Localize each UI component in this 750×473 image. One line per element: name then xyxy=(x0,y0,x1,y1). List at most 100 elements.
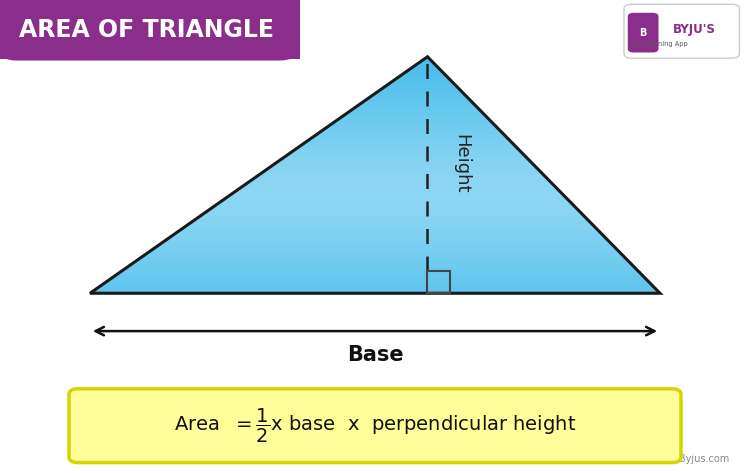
Polygon shape xyxy=(201,214,584,217)
Polygon shape xyxy=(204,212,581,214)
Text: AREA OF TRIANGLE: AREA OF TRIANGLE xyxy=(19,18,274,42)
Polygon shape xyxy=(336,120,490,122)
Polygon shape xyxy=(364,100,471,102)
Polygon shape xyxy=(274,163,533,165)
Polygon shape xyxy=(421,61,432,63)
Polygon shape xyxy=(389,82,454,84)
Polygon shape xyxy=(406,70,442,72)
Polygon shape xyxy=(238,189,558,191)
Polygon shape xyxy=(159,244,613,246)
Polygon shape xyxy=(347,112,483,114)
Polygon shape xyxy=(333,122,493,124)
FancyBboxPatch shape xyxy=(628,13,658,53)
Polygon shape xyxy=(232,193,562,195)
Polygon shape xyxy=(207,210,580,212)
Polygon shape xyxy=(184,226,595,228)
Polygon shape xyxy=(316,133,504,136)
Polygon shape xyxy=(196,219,587,220)
Polygon shape xyxy=(130,264,632,266)
Polygon shape xyxy=(243,185,554,187)
Polygon shape xyxy=(254,177,547,179)
Polygon shape xyxy=(378,90,461,92)
Polygon shape xyxy=(322,130,500,131)
Polygon shape xyxy=(263,171,541,173)
Polygon shape xyxy=(370,96,467,98)
Polygon shape xyxy=(297,148,518,149)
Polygon shape xyxy=(268,167,537,169)
Polygon shape xyxy=(353,108,478,110)
Polygon shape xyxy=(182,228,597,230)
Polygon shape xyxy=(362,102,473,104)
Polygon shape xyxy=(305,141,512,143)
Polygon shape xyxy=(252,179,548,181)
Polygon shape xyxy=(283,157,527,159)
Polygon shape xyxy=(226,197,566,199)
Polygon shape xyxy=(230,195,564,197)
Polygon shape xyxy=(246,183,553,185)
Polygon shape xyxy=(156,246,614,248)
Polygon shape xyxy=(342,116,487,118)
Polygon shape xyxy=(280,159,530,161)
Polygon shape xyxy=(92,291,659,293)
Polygon shape xyxy=(193,220,590,222)
Polygon shape xyxy=(119,272,640,273)
Polygon shape xyxy=(260,173,543,175)
Polygon shape xyxy=(286,155,525,157)
Polygon shape xyxy=(344,114,484,116)
Polygon shape xyxy=(350,110,481,112)
Polygon shape xyxy=(220,201,570,202)
Polygon shape xyxy=(328,126,496,128)
Polygon shape xyxy=(325,128,498,130)
Polygon shape xyxy=(376,92,464,94)
Polygon shape xyxy=(392,80,452,82)
Polygon shape xyxy=(151,250,618,252)
Polygon shape xyxy=(97,287,656,289)
Polygon shape xyxy=(288,153,524,155)
Polygon shape xyxy=(100,285,653,287)
FancyBboxPatch shape xyxy=(69,389,681,463)
Polygon shape xyxy=(153,248,616,250)
Polygon shape xyxy=(111,278,646,280)
FancyBboxPatch shape xyxy=(624,4,740,58)
Polygon shape xyxy=(235,191,560,193)
Polygon shape xyxy=(426,57,428,59)
Polygon shape xyxy=(114,275,644,278)
Polygon shape xyxy=(106,281,650,283)
Polygon shape xyxy=(358,104,475,106)
Bar xyxy=(0,0,300,59)
Polygon shape xyxy=(136,260,628,262)
Polygon shape xyxy=(272,165,535,167)
Polygon shape xyxy=(173,234,603,236)
Polygon shape xyxy=(320,131,502,133)
Text: © Byjus.com: © Byjus.com xyxy=(666,455,729,464)
Bar xyxy=(427,271,450,293)
Polygon shape xyxy=(164,240,609,242)
Polygon shape xyxy=(387,84,455,86)
Polygon shape xyxy=(218,202,572,205)
Polygon shape xyxy=(356,106,477,108)
Polygon shape xyxy=(404,72,444,74)
Polygon shape xyxy=(257,175,544,177)
Text: Height: Height xyxy=(452,134,470,193)
Polygon shape xyxy=(198,217,586,219)
Polygon shape xyxy=(418,63,434,65)
Polygon shape xyxy=(140,258,626,260)
Polygon shape xyxy=(266,169,539,171)
Text: The Learning App: The Learning App xyxy=(629,42,688,47)
Polygon shape xyxy=(178,230,599,232)
Polygon shape xyxy=(122,270,638,272)
Text: BYJU'S: BYJU'S xyxy=(673,23,716,36)
Polygon shape xyxy=(291,151,521,153)
FancyBboxPatch shape xyxy=(0,4,296,61)
Polygon shape xyxy=(249,181,550,183)
Polygon shape xyxy=(125,268,636,270)
Polygon shape xyxy=(162,242,610,244)
Polygon shape xyxy=(384,86,458,88)
Polygon shape xyxy=(367,98,470,100)
Polygon shape xyxy=(187,224,593,226)
Polygon shape xyxy=(190,222,591,224)
Polygon shape xyxy=(331,124,494,126)
Polygon shape xyxy=(395,79,450,80)
Polygon shape xyxy=(128,266,634,268)
Polygon shape xyxy=(294,149,520,151)
